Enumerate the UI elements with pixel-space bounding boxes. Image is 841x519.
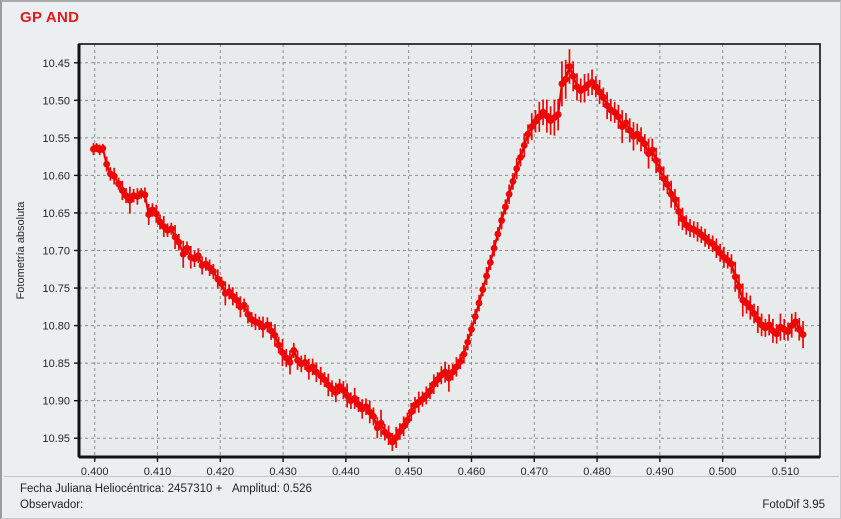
svg-text:0.470: 0.470 bbox=[521, 466, 549, 478]
svg-text:0.430: 0.430 bbox=[269, 466, 297, 478]
chart-canvas: 0.400 0.410 0.420 0.430 0.440 0.450 0.460 0.470… bbox=[15, 43, 821, 478]
page-title: GP AND bbox=[20, 9, 80, 26]
svg-text:0.410: 0.410 bbox=[144, 466, 172, 478]
svg-text:0.460: 0.460 bbox=[458, 466, 486, 478]
chart-datapoints bbox=[90, 63, 807, 446]
svg-text:10.50: 10.50 bbox=[42, 95, 70, 107]
svg-text:0.490: 0.490 bbox=[646, 466, 674, 478]
brand-label: FotoDif 3.95 bbox=[762, 499, 825, 511]
svg-text:0.510: 0.510 bbox=[772, 466, 800, 478]
svg-text:10.70: 10.70 bbox=[42, 246, 70, 258]
x-axis-ticklabels: 0.400 0.410 0.420 0.430 0.440 0.450 0.460 0.470… bbox=[81, 457, 799, 478]
svg-text:10.55: 10.55 bbox=[42, 133, 70, 145]
svg-text:10.95: 10.95 bbox=[42, 433, 70, 445]
y-axis-title: Fotometría absoluta bbox=[15, 201, 27, 300]
light-curve-chart: 0.400 0.410 0.420 0.430 0.440 0.450 0.460 0.470… bbox=[2, 26, 841, 481]
svg-text:0.500: 0.500 bbox=[709, 466, 737, 478]
svg-text:10.85: 10.85 bbox=[42, 358, 70, 370]
svg-text:10.90: 10.90 bbox=[42, 396, 70, 408]
svg-text:Fotometría absoluta: Fotometría absoluta bbox=[15, 201, 27, 300]
y-axis-ticklabels: 10.45 10.50 10.55 10.60 10.65 10.70 10.75 10.80… bbox=[42, 58, 79, 445]
svg-text:10.65: 10.65 bbox=[42, 208, 70, 220]
svg-text:0.480: 0.480 bbox=[583, 466, 611, 478]
svg-text:0.450: 0.450 bbox=[395, 466, 423, 478]
svg-text:10.80: 10.80 bbox=[42, 321, 70, 333]
svg-text:10.60: 10.60 bbox=[42, 170, 70, 182]
observer-label: Observador: bbox=[20, 499, 84, 511]
status-bar: Fecha Juliana Heliocéntrica: 2457310 + A… bbox=[4, 476, 839, 517]
svg-text:0.420: 0.420 bbox=[207, 466, 235, 478]
svg-text:10.45: 10.45 bbox=[42, 58, 70, 70]
svg-text:0.440: 0.440 bbox=[332, 466, 360, 478]
svg-text:10.75: 10.75 bbox=[42, 283, 70, 295]
hjd-label: Fecha Juliana Heliocéntrica: 2457310 + bbox=[20, 483, 223, 495]
svg-text:0.400: 0.400 bbox=[81, 466, 109, 478]
amplitude-label: Amplitud: 0.526 bbox=[232, 483, 312, 495]
